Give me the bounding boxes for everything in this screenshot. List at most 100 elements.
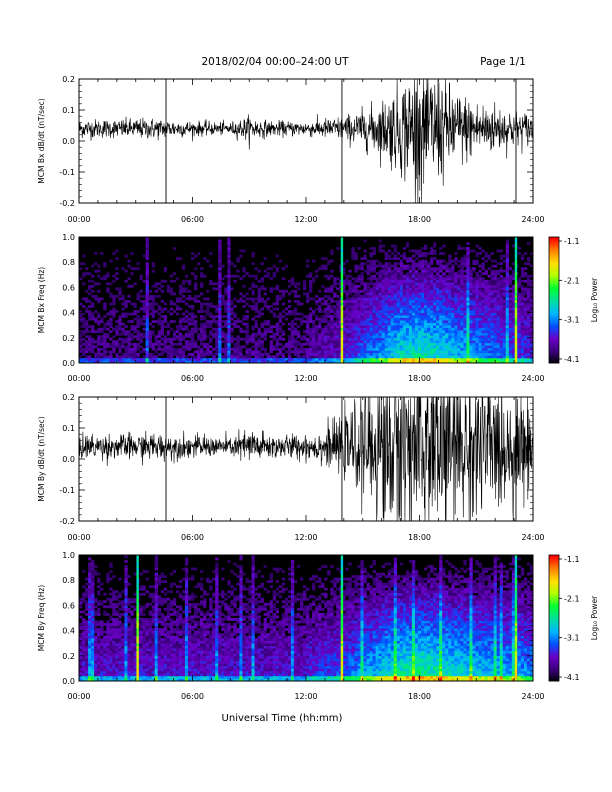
- colorbar-label: Log₁₀ Power: [590, 277, 599, 322]
- y-tick-label: 0.1: [62, 106, 75, 115]
- colorbar-segment: [549, 253, 559, 257]
- bright-column-cell: [340, 607, 344, 611]
- bright-column-cell: [136, 590, 139, 594]
- bright-column-cell: [340, 320, 344, 323]
- y-tick-label: 0.0: [62, 359, 75, 368]
- bright-column-cell: [340, 615, 344, 619]
- bright-column-cell: [514, 585, 518, 589]
- bright-column-cell: [514, 317, 518, 321]
- bright-column-cell: [340, 618, 344, 621]
- y-tick-label: 1.0: [62, 551, 75, 560]
- y-tick-label: 0.4: [62, 309, 75, 318]
- bright-column-cell: [340, 327, 344, 331]
- bright-column-cell: [340, 560, 344, 563]
- bright-column-cell: [340, 355, 344, 359]
- bright-column-cell: [340, 648, 344, 652]
- bright-column-cell: [514, 330, 518, 334]
- bright-column-cell: [136, 567, 139, 571]
- colorbar-segment: [549, 249, 559, 253]
- bright-column-cell: [136, 663, 139, 667]
- bright-column-cell: [136, 668, 139, 672]
- colorbar-segment: [549, 666, 559, 669]
- colorbar-segment: [549, 297, 559, 301]
- bright-column-cell: [514, 555, 518, 558]
- colorbar-segment: [549, 291, 559, 295]
- bright-column-cell: [340, 305, 344, 308]
- bright-column-cell: [514, 655, 518, 659]
- colorbar-segment: [549, 624, 559, 627]
- bright-column-cell: [514, 640, 518, 644]
- colorbar-segment: [549, 603, 559, 606]
- colorbar-segment: [549, 660, 559, 663]
- bright-column-cell: [340, 653, 344, 657]
- bright-column-cell: [514, 307, 518, 311]
- bright-column-cell: [340, 562, 344, 566]
- colorbar-segment: [549, 356, 559, 360]
- bright-column-cell: [514, 560, 518, 563]
- bright-column-cell: [514, 575, 518, 578]
- x-tick-label: 00:00: [67, 533, 90, 542]
- bright-column-cell: [340, 247, 344, 250]
- y-tick-label: 0.0: [62, 455, 75, 464]
- colorbar-segment: [549, 239, 559, 242]
- bright-column-cell: [340, 638, 344, 641]
- bright-column-cell: [340, 242, 344, 245]
- bright-column-cell: [514, 244, 518, 248]
- bright-column-cell: [136, 565, 139, 568]
- bright-column-cell: [514, 633, 518, 636]
- colorbar-segment: [549, 620, 559, 623]
- colorbar-segment: [549, 255, 559, 259]
- colorbar-segment: [549, 337, 559, 341]
- bright-column-cell: [136, 592, 139, 596]
- bright-column-cell: [514, 625, 518, 629]
- bright-column-cell: [340, 264, 344, 268]
- bright-column-cell: [340, 663, 344, 667]
- bright-column-cell: [514, 294, 518, 298]
- colorbar-segment: [549, 578, 559, 581]
- y-tick-label: 0.0: [62, 677, 75, 686]
- bright-column-cell: [136, 625, 139, 629]
- bright-column-cell: [340, 668, 344, 672]
- bright-column-cell: [514, 302, 518, 306]
- bright-column-cell: [340, 625, 344, 629]
- colorbar-segment: [549, 344, 559, 347]
- bright-column-cell: [514, 678, 518, 682]
- bright-column-cell: [340, 580, 344, 584]
- bright-column-cell: [514, 272, 518, 276]
- colorbar-segment: [549, 607, 559, 610]
- colorbar-segment: [549, 289, 559, 292]
- bright-column-cell: [136, 580, 139, 584]
- bright-column-cell: [340, 645, 344, 649]
- bright-column-cell: [136, 660, 139, 664]
- colorbar-segment: [549, 270, 559, 274]
- bright-column-cell: [514, 287, 518, 291]
- colorbar-segment: [549, 350, 559, 353]
- colorbar-segment: [549, 243, 559, 246]
- bright-column-cell: [136, 623, 139, 626]
- bright-column-cell: [514, 663, 518, 667]
- bright-column-cell: [340, 237, 344, 240]
- colorbar-label: Log₁₀ Power: [590, 595, 599, 640]
- colorbar-tick-label: -1.1: [564, 555, 580, 564]
- plot-frame: [78, 396, 534, 522]
- colorbar-segment: [549, 310, 559, 313]
- bright-column-cell: [340, 330, 344, 334]
- bright-column-cell: [514, 239, 518, 243]
- colorbar-segment: [549, 584, 559, 587]
- bright-column-cell: [340, 630, 344, 634]
- colorbar-segment: [549, 555, 559, 558]
- colorbar-segment: [549, 597, 559, 600]
- bright-column-cell: [136, 582, 139, 586]
- bright-column-cell: [514, 279, 518, 283]
- x-tick-label: 24:00: [521, 215, 544, 224]
- bright-column-cell: [514, 352, 518, 356]
- bright-column-cell: [136, 638, 139, 641]
- bright-column-cell: [514, 602, 518, 606]
- bright-column-cell: [514, 597, 518, 601]
- x-tick-label: 18:00: [408, 533, 431, 542]
- bright-column-cell: [514, 650, 518, 654]
- x-tick-label: 12:00: [294, 533, 317, 542]
- colorbar-segment: [549, 636, 559, 640]
- bright-column-cell: [514, 612, 518, 616]
